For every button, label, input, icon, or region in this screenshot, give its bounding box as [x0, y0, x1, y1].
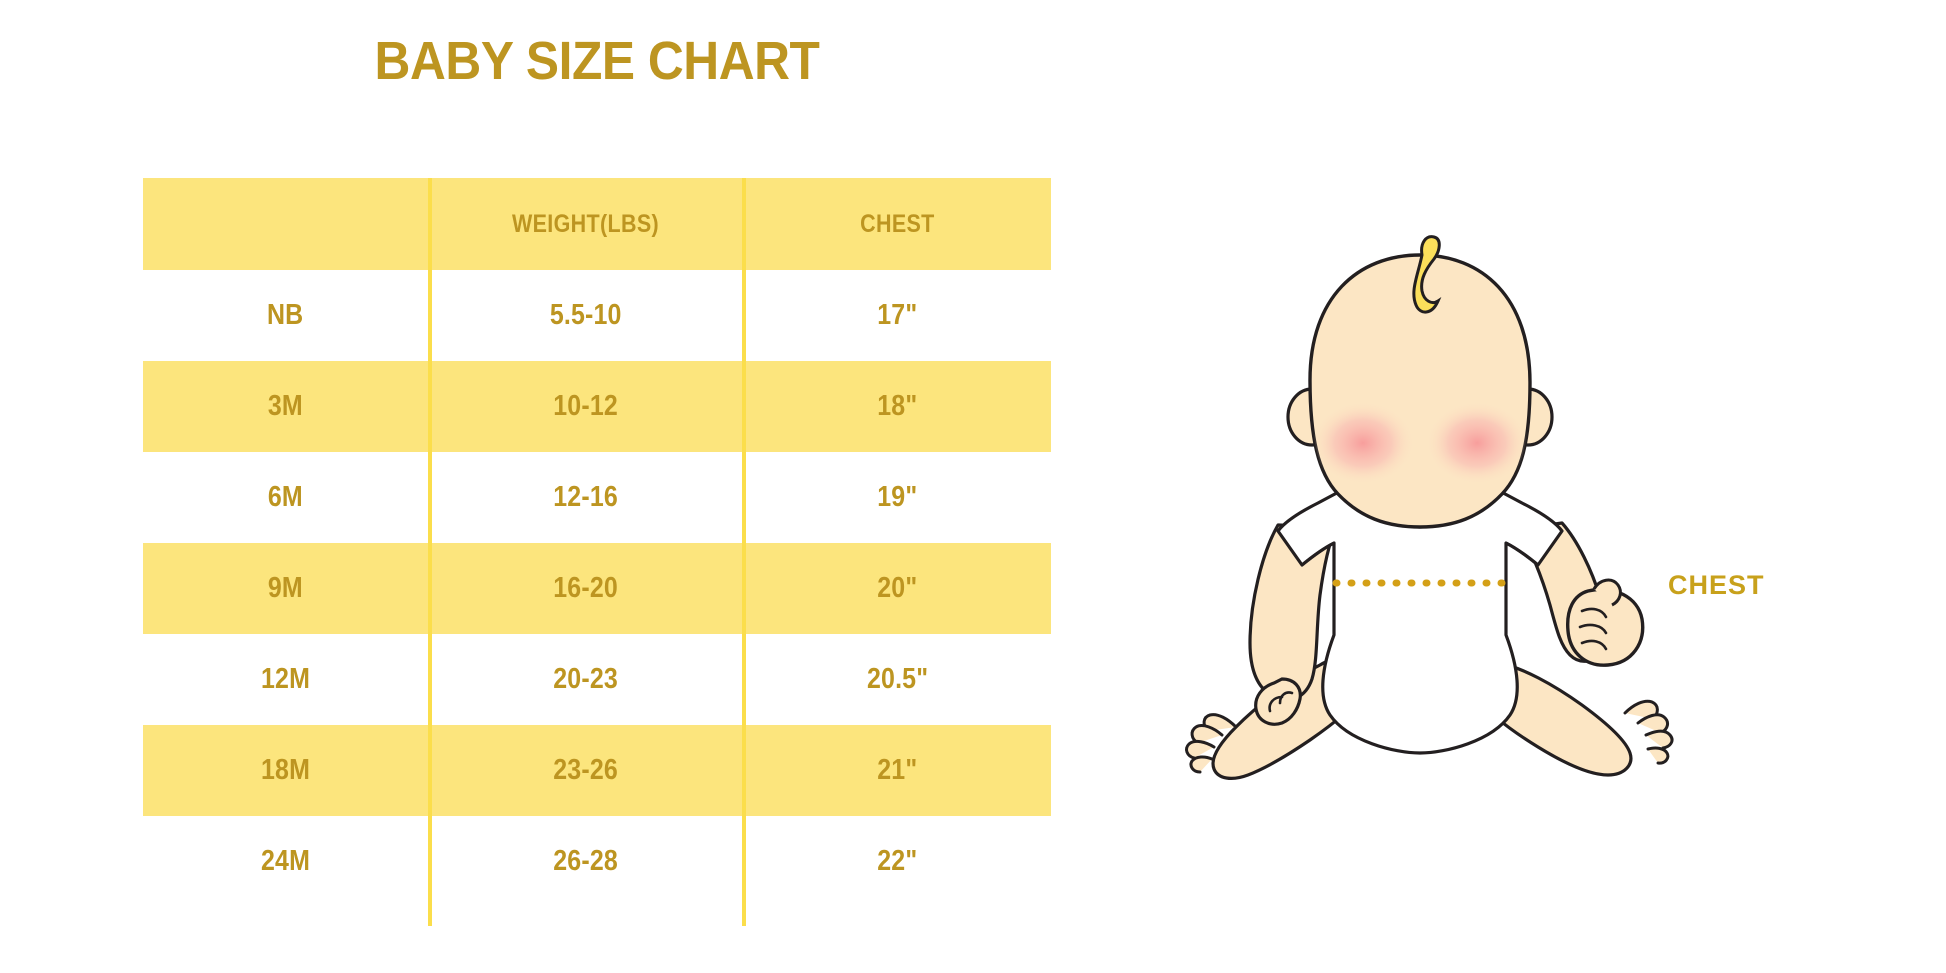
cell-value-weight: 20-23 — [553, 663, 619, 695]
cell-size: 9M — [143, 543, 428, 634]
cell-value-weight: 16-20 — [553, 572, 619, 604]
cell-value-size: NB — [267, 299, 304, 331]
cell-weight: 5.5-10 — [428, 270, 744, 361]
column-divider-1 — [428, 178, 432, 926]
chest-measure-label: CHEST — [1668, 570, 1765, 600]
cell-weight: 20-23 — [428, 634, 744, 725]
cell-value-chest: 18" — [877, 390, 918, 422]
cell-size: 6M — [143, 452, 428, 543]
column-divider-2 — [742, 178, 746, 926]
header-label-chest: CHEST — [860, 209, 935, 238]
table-row: 9M 16-20 20" — [143, 543, 1051, 634]
cell-value-chest: 22" — [877, 845, 918, 877]
cell-value-weight: 10-12 — [553, 390, 619, 422]
cell-value-size: 9M — [268, 572, 303, 604]
cell-value-weight: 12-16 — [553, 481, 619, 513]
table-header-row: WEIGHT(LBS) CHEST — [143, 178, 1051, 270]
table-row: 24M 26-28 22" — [143, 816, 1051, 907]
header-label-weight: WEIGHT(LBS) — [512, 209, 660, 238]
page-title: BABY SIZE CHART — [374, 31, 820, 91]
table-row: 12M 20-23 20.5" — [143, 634, 1051, 725]
cell-value-chest: 19" — [877, 481, 918, 513]
baby-hair-curl — [1412, 235, 1442, 314]
cell-weight: 12-16 — [428, 452, 744, 543]
cell-chest: 17" — [744, 270, 1051, 361]
cell-chest: 20" — [744, 543, 1051, 634]
cell-weight: 10-12 — [428, 361, 744, 452]
cell-value-chest: 17" — [877, 299, 918, 331]
cell-value-chest: 20.5" — [866, 663, 929, 695]
cell-value-weight: 26-28 — [553, 845, 619, 877]
cell-chest: 19" — [744, 452, 1051, 543]
header-cell-chest: CHEST — [744, 178, 1051, 270]
cell-value-chest: 21" — [877, 754, 918, 786]
cell-value-size: 6M — [268, 481, 303, 513]
cell-chest: 18" — [744, 361, 1051, 452]
header-cell-size — [143, 178, 428, 270]
cell-chest: 21" — [744, 725, 1051, 816]
cell-size: 18M — [143, 725, 428, 816]
header-cell-weight: WEIGHT(LBS) — [428, 178, 744, 270]
cell-value-size: 24M — [260, 845, 311, 877]
baby-right-cheek — [1425, 401, 1529, 485]
cell-value-chest: 20" — [877, 572, 918, 604]
size-table-body: WEIGHT(LBS) CHEST NB 5.5-10 17" 3M 10-12 18" 6… — [143, 178, 1051, 907]
cell-chest: 22" — [744, 816, 1051, 907]
cell-chest: 20.5" — [744, 634, 1051, 725]
cell-value-size: 3M — [268, 390, 303, 422]
cell-size: 12M — [143, 634, 428, 725]
cell-value-size: 12M — [260, 663, 311, 695]
baby-illustration — [1170, 235, 1690, 805]
cell-size: NB — [143, 270, 428, 361]
baby-head — [1308, 253, 1532, 529]
cell-value-weight: 23-26 — [553, 754, 619, 786]
cell-size: 24M — [143, 816, 428, 907]
baby-left-arm — [1248, 523, 1338, 726]
table-row: NB 5.5-10 17" — [143, 270, 1051, 361]
cell-weight: 16-20 — [428, 543, 744, 634]
cell-weight: 26-28 — [428, 816, 744, 907]
cell-value-size: 18M — [260, 754, 311, 786]
cell-weight: 23-26 — [428, 725, 744, 816]
cell-size: 3M — [143, 361, 428, 452]
cell-value-weight: 5.5-10 — [550, 299, 622, 331]
table-row: 18M 23-26 21" — [143, 725, 1051, 816]
table-row: 3M 10-12 18" — [143, 361, 1051, 452]
table-row: 6M 12-16 19" — [143, 452, 1051, 543]
baby-left-cheek — [1311, 401, 1415, 485]
